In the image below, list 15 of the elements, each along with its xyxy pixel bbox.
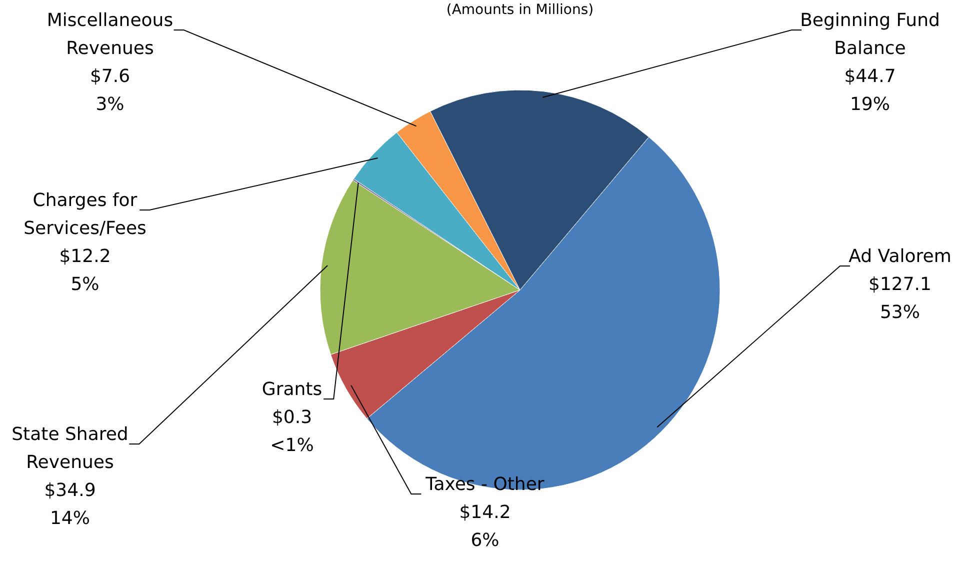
chart-title: (Amounts in Millions)	[446, 2, 594, 18]
slice-label: Charges for Services/Fees	[24, 190, 146, 239]
slice-label: Beginning Fund Balance	[800, 10, 940, 59]
data-label: $44.7 19%	[844, 66, 896, 115]
slice-label: State Shared Revenues	[12, 424, 128, 473]
slice-label: Taxes - Other	[424, 474, 545, 495]
data-label: $0.3 <1%	[270, 407, 314, 456]
slice-label: Ad Valorem	[848, 246, 952, 267]
slice-label: Grants	[262, 379, 322, 400]
data-label: $127.1 53%	[868, 274, 932, 323]
data-label: $34.9 14%	[44, 480, 96, 529]
data-label: $7.6 3%	[90, 66, 130, 115]
slice-label: Miscellaneous Revenues	[46, 10, 174, 59]
data-label: $12.2 5%	[59, 246, 111, 295]
data-label: $14.2 6%	[459, 502, 511, 551]
